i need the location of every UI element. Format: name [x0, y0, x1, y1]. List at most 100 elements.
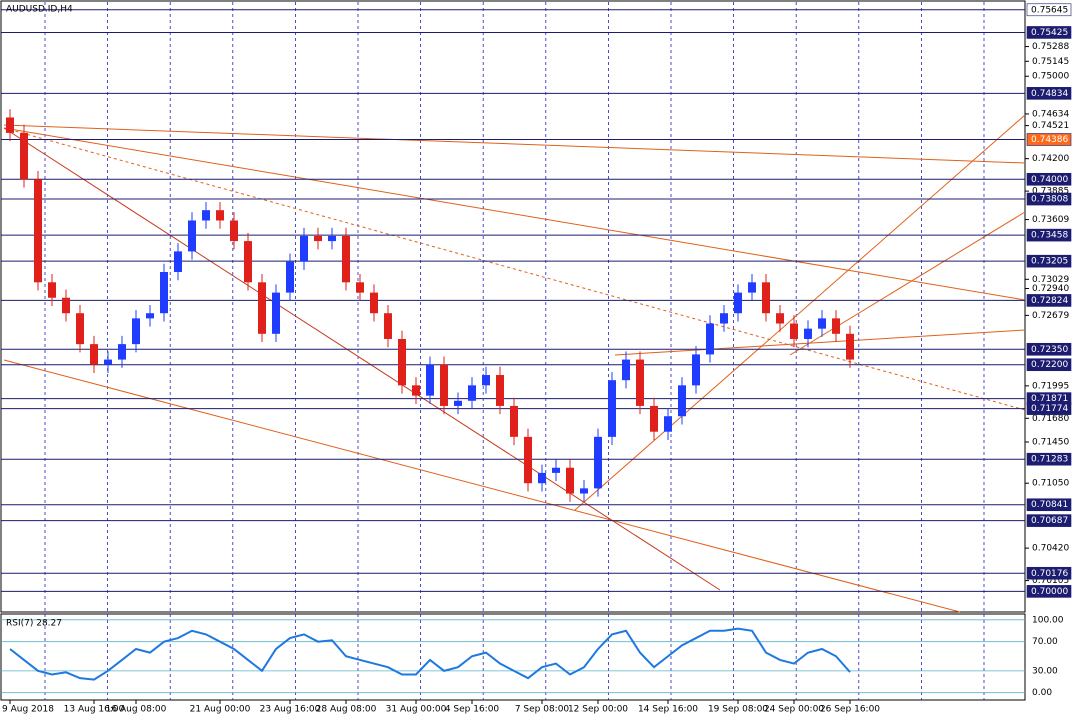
- candle-body: [510, 405, 518, 437]
- level-label: 0.70176: [1031, 569, 1068, 579]
- candle-body: [468, 385, 476, 401]
- trend-line: [3, 127, 721, 591]
- x-tick-label: 24 Sep 00:00: [764, 705, 824, 715]
- candle-body: [202, 210, 210, 221]
- candle-body: [90, 344, 98, 365]
- candle-body: [48, 282, 56, 298]
- level-label: 0.73458: [1031, 231, 1068, 241]
- candle-body: [762, 282, 770, 314]
- candle-body: [608, 380, 616, 437]
- trend-lines: [3, 114, 1026, 613]
- x-tick-label: 9 Aug 2018: [2, 705, 54, 715]
- level-label: 0.72350: [1031, 345, 1068, 355]
- trend-line: [3, 359, 961, 613]
- main-panel: [0, 0, 1026, 613]
- candle-body: [20, 132, 28, 180]
- candle-body: [76, 313, 84, 345]
- candle-body: [104, 359, 112, 365]
- level-box: [1026, 87, 1072, 100]
- level-label: 0.74834: [1031, 89, 1068, 99]
- candle-body: [230, 220, 238, 242]
- rsi-panel: [0, 613, 1026, 701]
- y-tick-label: 0.73609: [1032, 215, 1069, 225]
- level-box: [1026, 402, 1072, 415]
- rsi-tick-label: 70.00: [1032, 637, 1058, 647]
- trend-line: [3, 127, 1026, 301]
- level-box: [1026, 294, 1072, 307]
- candle-body: [216, 210, 224, 221]
- candle-body: [566, 467, 574, 494]
- trend-line: [574, 114, 1026, 511]
- x-tick-label: 4 Sep 16:00: [445, 705, 500, 715]
- candle-body: [62, 297, 70, 314]
- y-tick-label: 0.73029: [1032, 275, 1069, 285]
- candle-body: [720, 313, 728, 324]
- level-label: 0.72200: [1031, 360, 1068, 370]
- candle-body: [580, 488, 588, 494]
- rsi-line: [9, 627, 851, 681]
- candle-body: [188, 220, 196, 252]
- level-label: 0.71871: [1031, 394, 1068, 404]
- axes: 0.75288 0.75145 0.75000 0.74634 0.74521 0.742…: [2, 3, 1072, 715]
- candle-body: [776, 313, 784, 324]
- candle-body: [328, 235, 336, 242]
- level-label: 0.75425: [1031, 28, 1068, 38]
- level-box: [1026, 566, 1072, 580]
- rsi-tick-label: 30.00: [1032, 666, 1058, 676]
- x-tick-label: 13 Aug 16:00: [64, 705, 125, 715]
- candle-body: [734, 292, 742, 314]
- candle-body: [804, 328, 812, 339]
- level-box: [1026, 26, 1072, 39]
- x-tick-label: 26 Sep 16:00: [820, 705, 880, 715]
- candle-body: [34, 179, 42, 283]
- y-tick-label: 0.74200: [1032, 154, 1069, 164]
- y-tick-label: 0.71050: [1032, 479, 1069, 489]
- y-tick-label: 0.73885: [1032, 187, 1069, 197]
- candle-body: [748, 282, 756, 293]
- candle-body: [790, 323, 798, 339]
- level-label: 0.70841: [1031, 500, 1068, 510]
- x-tick-label: 7 Sep 08:00: [515, 705, 570, 715]
- levels: [1, 9, 1025, 592]
- y-tick-label: 0.72940: [1032, 284, 1069, 294]
- rsi: [1, 619, 1025, 694]
- level-label: 0.74386: [1031, 135, 1068, 145]
- level-box: [1026, 172, 1072, 186]
- x-tick-label: 28 Aug 08:00: [316, 705, 377, 715]
- level-label: 0.71774: [1031, 404, 1068, 414]
- candle-body: [706, 323, 714, 355]
- candle-body: [818, 318, 826, 329]
- candle-body: [356, 282, 364, 293]
- level-box: [1026, 133, 1072, 146]
- level-box: [1026, 358, 1072, 372]
- x-tick-label: 19 Sep 08:00: [708, 705, 768, 715]
- y-tick-label: 0.75288: [1032, 42, 1069, 52]
- candle-body: [118, 344, 126, 360]
- level-box: [1026, 585, 1072, 598]
- x-tick-label: 12 Sep 00:00: [568, 705, 628, 715]
- candle-body: [132, 318, 140, 345]
- candle-body: [846, 333, 854, 360]
- level-box: [1026, 342, 1072, 356]
- candle-body: [160, 272, 168, 314]
- level-label: 0.70000: [1031, 587, 1068, 597]
- x-tick-label: 23 Aug 16:00: [260, 705, 321, 715]
- level-label: 0.72824: [1031, 296, 1068, 306]
- candle-body: [664, 416, 672, 432]
- trend-line: [3, 124, 1026, 164]
- rsi-title: RSI(7) 28.27: [6, 619, 62, 629]
- candle-body: [496, 375, 504, 406]
- y-tick-label: 0.75000: [1032, 72, 1069, 82]
- y-tick-label: 0.71450: [1032, 438, 1069, 448]
- level-box: [1026, 192, 1072, 206]
- candle-body: [594, 436, 602, 489]
- y-tick-label: 0.70105: [1032, 576, 1069, 586]
- candle-body: [314, 235, 322, 242]
- candle-body: [692, 354, 700, 386]
- level-box: [1026, 3, 1072, 17]
- trend-line: [789, 211, 1026, 356]
- level-box: [1026, 254, 1072, 268]
- candle-body: [174, 251, 182, 272]
- y-tick-label: 0.70420: [1032, 544, 1069, 554]
